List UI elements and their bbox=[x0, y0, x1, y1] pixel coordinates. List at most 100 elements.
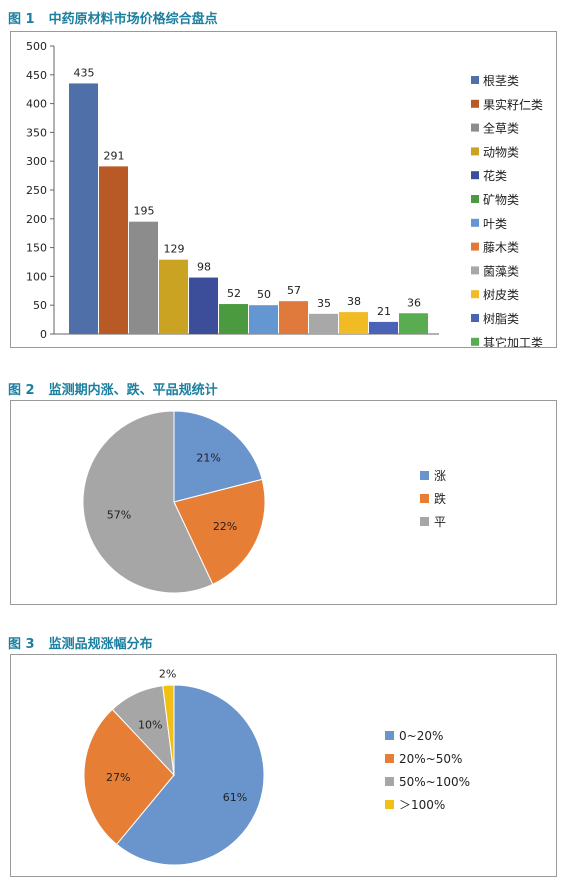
pie-slice bbox=[115, 684, 265, 866]
pie-data-label: 22% bbox=[213, 520, 237, 533]
legend-label: 树皮类 bbox=[483, 287, 519, 302]
pie-data-label: 57% bbox=[107, 508, 131, 521]
legend-label: ＞100% bbox=[399, 798, 445, 812]
bar bbox=[159, 259, 188, 334]
legend-swatch bbox=[471, 337, 479, 346]
legend-swatch bbox=[471, 266, 479, 275]
figure-2-title: 图 2 监测期内涨、跌、平品规统计 bbox=[8, 379, 218, 398]
bar bbox=[399, 313, 428, 334]
bar-data-label: 98 bbox=[197, 261, 211, 274]
figure-3-title-text: 监测品规涨幅分布 bbox=[48, 637, 153, 652]
legend-swatch bbox=[420, 517, 429, 526]
bar bbox=[279, 301, 308, 334]
legend-swatch bbox=[471, 76, 479, 84]
bar bbox=[249, 305, 278, 334]
figure-1-title-text: 中药原材料市场价格综合盘点 bbox=[48, 12, 218, 27]
legend-label: 叶类 bbox=[483, 217, 507, 231]
y-tick-label: 50 bbox=[33, 299, 47, 312]
legend-label: 20%~50% bbox=[399, 752, 462, 766]
legend-swatch bbox=[385, 777, 394, 786]
bar-data-label: 291 bbox=[104, 149, 125, 162]
legend-swatch bbox=[471, 123, 479, 132]
figure-2-number: 图 2 bbox=[8, 383, 35, 398]
y-tick-label: 150 bbox=[26, 242, 47, 255]
legend-swatch bbox=[471, 147, 479, 156]
legend-label: 涨 bbox=[434, 468, 446, 483]
legend-swatch bbox=[471, 218, 479, 227]
bar-data-label: 52 bbox=[227, 287, 241, 300]
bar-data-label: 21 bbox=[377, 305, 391, 318]
chart-1-panel: 0 50 100 150 200 250 300 350 400 450 500 435 291 195 1… bbox=[10, 31, 557, 348]
bar-data-label: 38 bbox=[347, 295, 361, 308]
pie-slice bbox=[173, 478, 266, 586]
y-tick-label: 250 bbox=[26, 184, 47, 197]
bar bbox=[99, 166, 128, 334]
chart-3-panel: 61% 27% 10% 2% 0~20% 20%~50% 50%~100% ＞100% bbox=[10, 654, 557, 877]
legend-swatch bbox=[385, 754, 394, 763]
pie-data-label: 21% bbox=[196, 451, 220, 464]
pie-data-label: 2% bbox=[159, 668, 176, 681]
legend-label: 花类 bbox=[483, 168, 507, 183]
pie-data-label: 27% bbox=[106, 771, 130, 784]
y-tick-label: 0 bbox=[40, 328, 47, 341]
figure-1-title: 图 1 中药原材料市场价格综合盘点 bbox=[8, 8, 218, 27]
bar-data-label: 36 bbox=[407, 296, 421, 309]
legend-label: 矿物类 bbox=[483, 193, 519, 207]
legend-swatch bbox=[471, 195, 479, 203]
bar bbox=[189, 277, 218, 334]
y-tick-label: 350 bbox=[26, 126, 47, 139]
pie-slice bbox=[82, 410, 214, 594]
pie-chart-rise-distribution: 61% 27% 10% 2% 0~20% 20%~50% 50%~100% ＞100% bbox=[83, 668, 470, 866]
pie-data-label: 61% bbox=[223, 791, 247, 804]
figure-3-number: 图 3 bbox=[8, 637, 35, 652]
bar bbox=[69, 83, 98, 334]
y-tick-label: 400 bbox=[26, 98, 47, 111]
bar-data-label: 435 bbox=[74, 66, 95, 79]
legend-swatch bbox=[471, 171, 479, 180]
legend-label: 菌藻类 bbox=[483, 264, 519, 278]
legend-label: 树脂类 bbox=[483, 311, 519, 326]
legend-label: 跌 bbox=[434, 491, 446, 506]
legend-swatch bbox=[385, 800, 394, 809]
pie-slice bbox=[83, 708, 175, 846]
figure-2-title-text: 监测期内涨、跌、平品规统计 bbox=[48, 383, 218, 398]
legend-label: 动物类 bbox=[483, 145, 519, 159]
pie-slice bbox=[173, 410, 263, 503]
legend-swatch bbox=[471, 242, 479, 251]
legend-swatch bbox=[385, 731, 394, 740]
bar bbox=[129, 221, 158, 334]
legend-swatch bbox=[471, 99, 479, 108]
y-tick-label: 100 bbox=[26, 270, 47, 283]
y-tick-label: 300 bbox=[26, 155, 47, 168]
legend-label: 平 bbox=[434, 515, 446, 529]
legend-label: 0~20% bbox=[399, 729, 443, 743]
bar-data-label: 50 bbox=[257, 288, 271, 301]
legend-label: 其它加工类 bbox=[483, 335, 543, 347]
bar bbox=[309, 313, 338, 334]
legend-swatch bbox=[420, 494, 429, 503]
bar bbox=[339, 312, 368, 334]
y-tick-label: 500 bbox=[26, 40, 47, 53]
bar bbox=[219, 304, 248, 334]
pie-slice bbox=[162, 684, 175, 776]
legend-swatch bbox=[420, 471, 429, 480]
bar-data-label: 195 bbox=[134, 205, 155, 218]
legend-swatch bbox=[471, 314, 479, 322]
figure-3-title: 图 3 监测品规涨幅分布 bbox=[8, 633, 153, 652]
y-tick-label: 200 bbox=[26, 213, 47, 226]
figure-1-number: 图 1 bbox=[8, 12, 35, 27]
y-tick-label: 450 bbox=[26, 69, 47, 82]
bar-data-label: 35 bbox=[317, 297, 331, 310]
bar-data-label: 57 bbox=[287, 284, 301, 297]
pie-data-label: 10% bbox=[138, 719, 162, 732]
legend-label: 全草类 bbox=[483, 121, 519, 136]
legend-label: 藤木类 bbox=[483, 241, 519, 255]
bar bbox=[369, 321, 398, 334]
legend-swatch bbox=[471, 290, 479, 299]
legend-label: 果实籽仁类 bbox=[483, 97, 543, 112]
legend-label: 根茎类 bbox=[483, 74, 519, 88]
pie-chart-rise-fall: 21% 22% 57% 涨跌平 bbox=[82, 410, 446, 594]
chart-2-panel: 21% 22% 57% 涨跌平 bbox=[10, 400, 557, 605]
bar-chart: 0 50 100 150 200 250 300 350 400 450 500 435 291 195 1… bbox=[26, 40, 543, 347]
bar-data-label: 129 bbox=[164, 243, 185, 256]
